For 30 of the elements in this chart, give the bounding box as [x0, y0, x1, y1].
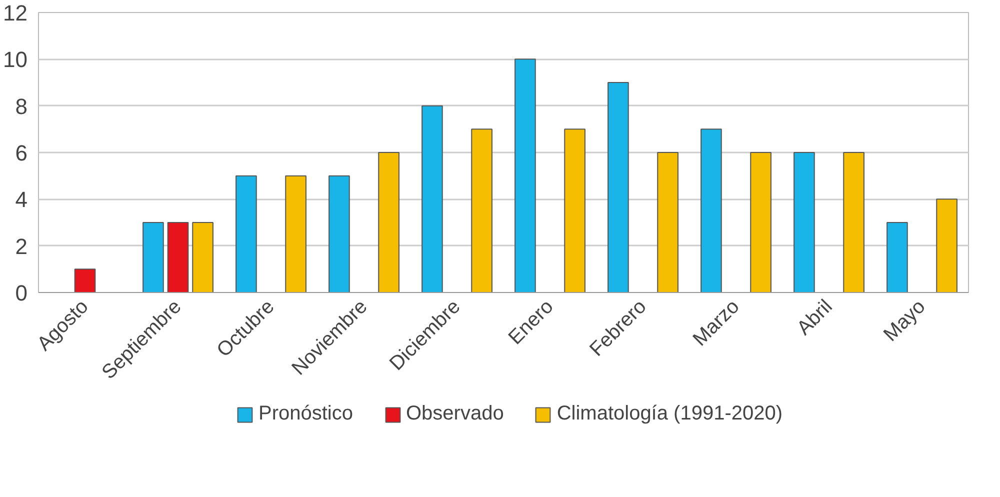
bar — [843, 152, 864, 292]
legend-label: Pronóstico — [258, 402, 353, 426]
bar — [700, 128, 722, 292]
y-tick-label: 0 — [15, 280, 28, 306]
bar — [936, 198, 958, 292]
bar — [608, 82, 629, 292]
bar — [74, 268, 96, 292]
y-tick-label: 8 — [15, 94, 28, 119]
bar — [328, 175, 350, 292]
legend-label: Observado — [406, 402, 504, 426]
bar — [142, 222, 164, 292]
bar — [657, 152, 678, 292]
bar — [471, 128, 492, 292]
bar — [192, 222, 214, 292]
bar — [750, 152, 772, 292]
bar — [564, 128, 586, 292]
bar — [514, 58, 536, 292]
y-tick-label: 6 — [15, 140, 28, 166]
bar — [167, 222, 189, 292]
legend-label: Climatología (1991-2020) — [556, 402, 783, 426]
y-tick-label: 10 — [3, 47, 28, 72]
bar — [236, 175, 257, 292]
bar — [886, 222, 908, 292]
y-tick-label: 2 — [15, 234, 28, 259]
bar — [285, 175, 306, 292]
y-tick-label: 4 — [15, 187, 28, 212]
y-tick-label: 12 — [3, 0, 28, 26]
bar — [378, 152, 400, 292]
bar — [422, 105, 443, 292]
bar — [794, 152, 815, 292]
